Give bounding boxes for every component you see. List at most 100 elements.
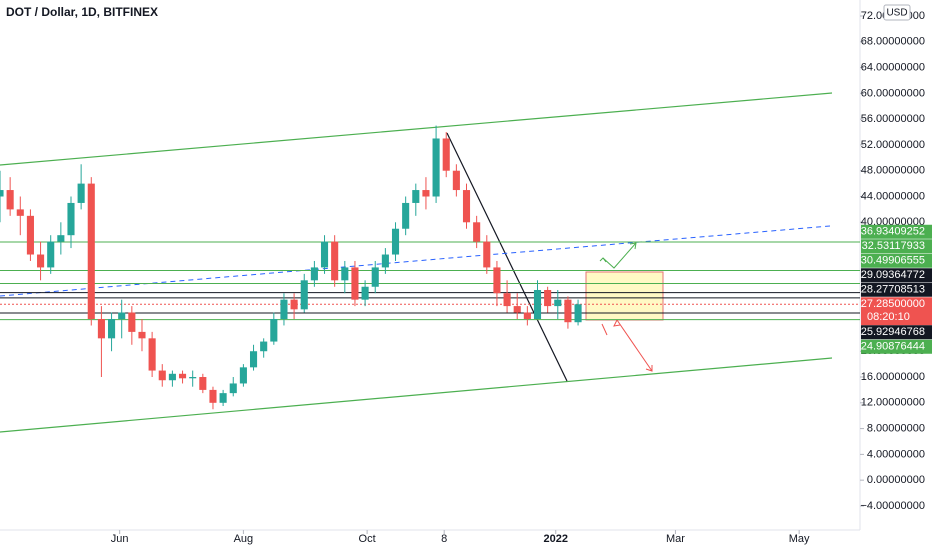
candle-body — [473, 222, 481, 242]
candle-body — [533, 289, 542, 319]
currency-box — [883, 4, 911, 21]
candle-body — [320, 241, 329, 268]
candle-body — [138, 331, 146, 339]
price-label: 29.09364772 — [861, 269, 925, 281]
y-tick-label: 56.00000000 — [861, 113, 925, 125]
x-tick-label: May — [789, 533, 810, 545]
price-label: 27.28500000 — [861, 298, 925, 310]
channel-bottom — [0, 357, 833, 433]
candle-body — [118, 312, 126, 319]
candle-body — [47, 241, 55, 268]
x-tick-label: Aug — [234, 533, 254, 545]
candle-body — [270, 318, 278, 342]
candle-body — [554, 299, 562, 307]
x-tick-label: 2022 — [544, 533, 568, 545]
candle-body — [442, 138, 450, 171]
candle-body — [280, 299, 288, 319]
candle-body — [239, 367, 247, 384]
candle-body — [391, 228, 400, 255]
price-label: 36.93409252 — [861, 226, 925, 238]
y-tick-label: 64.00000000 — [861, 61, 925, 73]
candle-body — [77, 183, 85, 203]
candle-body — [523, 312, 531, 319]
candle-body — [412, 190, 420, 203]
candle-body — [483, 241, 491, 268]
candle-body — [300, 280, 308, 310]
candle-body — [331, 241, 339, 281]
price-label: 25.92946768 — [861, 326, 925, 338]
y-tick-label: 60.00000000 — [861, 87, 925, 99]
y-tick-label: 52.00000000 — [861, 139, 925, 151]
y-tick-label: 8.00000000 — [867, 422, 925, 434]
channel-top — [0, 92, 833, 166]
y-tick-label: 12.00000000 — [861, 397, 925, 409]
price-label-bg — [861, 253, 932, 268]
candle-body — [432, 138, 440, 197]
candle-body — [37, 254, 45, 268]
y-tick-label: 68.00000000 — [861, 36, 925, 48]
down-arrow — [616, 319, 653, 372]
candle-body — [462, 190, 471, 223]
dashed-trend — [0, 225, 831, 297]
candle-body — [209, 389, 217, 403]
candle-body — [229, 383, 237, 394]
arrow-head — [645, 365, 653, 372]
price-label: 30.49906555 — [861, 255, 925, 267]
arrow-head — [613, 319, 621, 327]
candle-body — [544, 289, 552, 307]
target-box — [585, 271, 664, 321]
candle-body — [422, 190, 430, 197]
candle-body — [168, 373, 176, 381]
y-tick-label: 48.00000000 — [861, 165, 925, 177]
y-tick-label: −4.00000000 — [860, 500, 925, 512]
candle-body — [148, 338, 156, 371]
candle-body — [290, 299, 298, 310]
candle-body — [97, 318, 105, 339]
x-tick-label: Jun — [111, 533, 129, 545]
candle-body — [564, 299, 572, 323]
y-tick-label: 16.00000000 — [861, 371, 925, 383]
candle-body — [178, 373, 187, 379]
x-tick-label: Oct — [359, 533, 376, 545]
candle-body — [361, 286, 369, 300]
arrow-head — [599, 257, 607, 263]
price-label-bg — [861, 339, 932, 354]
price-label-bg — [861, 325, 932, 340]
price-label-bg — [861, 297, 932, 326]
price-label-bg — [861, 239, 932, 254]
candle-body — [108, 318, 116, 339]
candle-body — [249, 351, 258, 368]
price-label: 24.90876444 — [861, 341, 925, 353]
arrow-head — [629, 242, 637, 250]
candle-body — [67, 202, 75, 236]
candle-body — [199, 377, 207, 390]
trend-line — [446, 132, 568, 382]
currency: USD — [886, 8, 907, 19]
up-arrow — [602, 242, 637, 269]
y-tick-label: 0.00000000 — [867, 474, 925, 486]
chart-title: DOT / Dollar, 1D, BITFINEX — [6, 5, 158, 19]
candle-body — [371, 267, 379, 287]
candle-body — [128, 312, 136, 332]
candle-body — [574, 304, 582, 323]
candle-body — [87, 183, 95, 319]
candle-body — [452, 170, 460, 191]
price-label: 32.53117933 — [862, 240, 925, 252]
candle-body — [6, 190, 14, 210]
candle-body — [513, 306, 521, 313]
candle-body — [189, 377, 197, 379]
candle-body — [57, 235, 65, 242]
price-label: 28.27708513 — [861, 284, 925, 296]
candle-body — [219, 393, 227, 403]
candle-body — [260, 341, 268, 352]
candle-body — [0, 190, 4, 197]
price-label-bg — [861, 224, 932, 239]
candle-body — [16, 209, 24, 216]
y-tick-label: 4.00000000 — [867, 448, 925, 460]
drawings — [0, 92, 833, 433]
candle-body — [158, 370, 166, 381]
candle-body — [351, 267, 359, 300]
down-arrow — [601, 323, 608, 336]
